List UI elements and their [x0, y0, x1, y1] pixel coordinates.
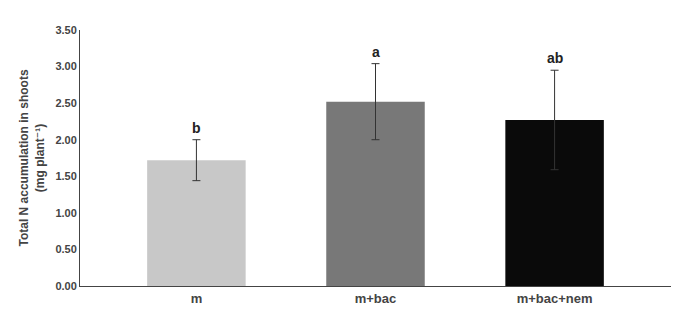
svg-text:b: b — [192, 120, 201, 136]
svg-text:m: m — [191, 291, 203, 306]
svg-text:2.00: 2.00 — [55, 134, 76, 146]
svg-text:ab: ab — [547, 50, 563, 66]
svg-text:3.00: 3.00 — [55, 60, 76, 72]
svg-text:m+bac: m+bac — [355, 291, 397, 306]
svg-text:1.50: 1.50 — [55, 170, 76, 182]
svg-text:3.50: 3.50 — [55, 24, 76, 36]
svg-text:2.50: 2.50 — [55, 97, 76, 109]
svg-text:a: a — [372, 44, 380, 60]
svg-text:m+bac+nem: m+bac+nem — [517, 291, 593, 306]
svg-text:1.00: 1.00 — [55, 207, 76, 219]
svg-text:0.00: 0.00 — [55, 280, 76, 292]
svg-text:Total N accumulation in shoots: Total N accumulation in shoots(mg plant⁻… — [17, 69, 47, 246]
svg-text:0.50: 0.50 — [55, 243, 76, 255]
